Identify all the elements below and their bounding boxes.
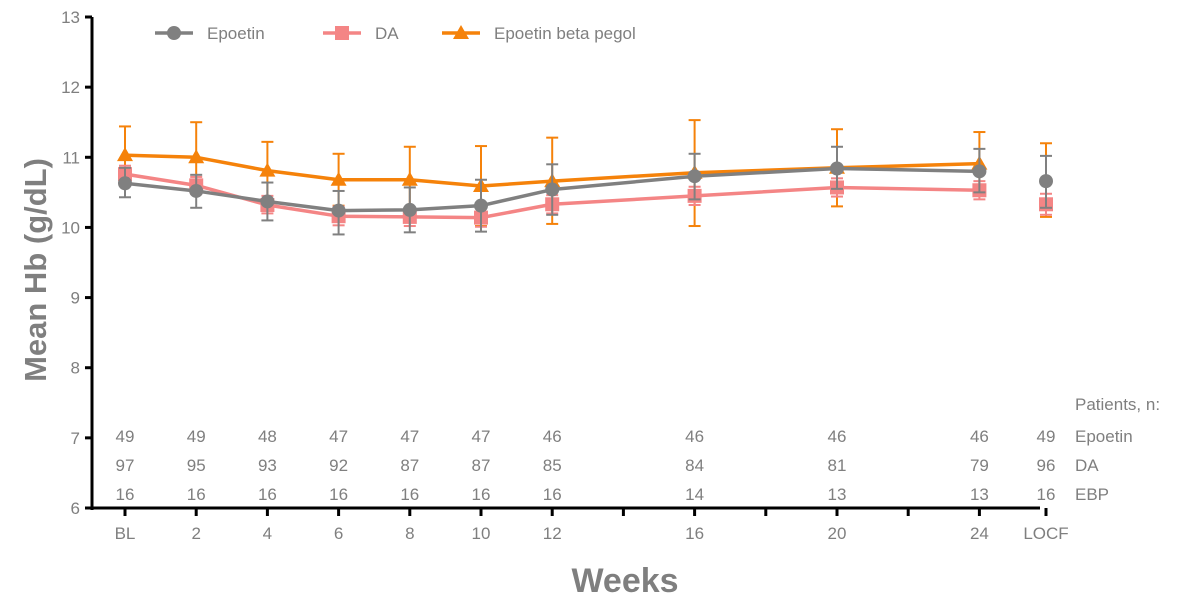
patients-count: 13 <box>970 485 989 504</box>
series-epoetin-beta-pegol <box>117 119 1052 228</box>
patients-count: 84 <box>685 456 704 475</box>
series-line <box>124 153 980 188</box>
patients-count: 81 <box>828 456 847 475</box>
series-da <box>118 164 1053 228</box>
patients-count: 93 <box>258 456 277 475</box>
y-tick-label: 13 <box>61 8 80 27</box>
data-point-triangle <box>117 147 133 162</box>
data-point-triangle <box>401 171 418 186</box>
data-point-circle <box>687 169 702 184</box>
patients-table-header: Patients, n: <box>1075 395 1160 414</box>
x-tick-label: 2 <box>191 524 200 543</box>
patients-count: 16 <box>187 485 206 504</box>
patients-row-label: Epoetin <box>1075 427 1133 446</box>
y-tick-label: 11 <box>62 148 80 167</box>
patients-count: 16 <box>329 485 348 504</box>
patients-row-label: DA <box>1075 456 1099 475</box>
patients-count: 14 <box>685 485 704 504</box>
patients-row-da: 97 95 93 92 87 87 85 84 81 79 96 DA <box>116 456 1100 475</box>
legend-label: DA <box>375 24 399 43</box>
patients-count: 16 <box>116 485 135 504</box>
patients-count: 46 <box>970 427 989 446</box>
patients-count: 13 <box>828 485 847 504</box>
patients-count: 92 <box>329 456 348 475</box>
data-point-square <box>335 26 349 40</box>
patients-count: 46 <box>828 427 847 446</box>
patients-count: 87 <box>472 456 491 475</box>
patients-count: 16 <box>1037 485 1056 504</box>
patients-count: 47 <box>400 427 419 446</box>
series-epoetin <box>118 145 1053 236</box>
y-axis: 6 7 8 9 10 11 12 13 <box>61 8 94 518</box>
data-point-triangle <box>259 162 276 177</box>
patients-count: 47 <box>329 427 348 446</box>
patients-row-epoetin: 49 49 48 47 47 47 46 46 46 46 49 Epoetin <box>116 427 1133 446</box>
data-point-circle <box>474 198 488 213</box>
patients-count: 87 <box>400 456 419 475</box>
patients-count: 47 <box>472 427 491 446</box>
patients-count: 48 <box>258 427 277 446</box>
data-point-triangle <box>188 149 205 164</box>
x-tick-label: 20 <box>828 524 847 543</box>
data-point-circle <box>260 194 275 209</box>
y-axis-title: Mean Hb (g/dL) <box>18 158 53 382</box>
patients-count: 16 <box>543 485 562 504</box>
patients-count: 79 <box>970 456 989 475</box>
patients-count: 49 <box>116 427 135 446</box>
x-tick-label: LOCF <box>1023 524 1068 543</box>
legend-label: Epoetin beta pegol <box>494 24 636 43</box>
data-point-circle <box>167 26 181 40</box>
patients-count: 46 <box>543 427 562 446</box>
legend-label: Epoetin <box>207 24 265 43</box>
data-point-circle <box>972 164 987 179</box>
patients-count: 96 <box>1037 456 1056 475</box>
patients-count: 49 <box>187 427 206 446</box>
y-tick-label: 10 <box>61 218 80 237</box>
plot-area <box>117 119 1053 236</box>
y-tick-label: 12 <box>61 78 80 97</box>
x-tick-label: 24 <box>970 524 989 543</box>
x-tick-label: 16 <box>685 524 704 543</box>
data-point-circle <box>118 176 132 191</box>
patients-count: 95 <box>187 456 206 475</box>
patients-count: 97 <box>116 456 135 475</box>
patients-table: Patients, n: 49 49 48 47 47 47 46 46 46 46 49 Epoeti… <box>116 395 1161 504</box>
patients-count: 85 <box>543 456 562 475</box>
patients-row-ebp: 16 16 16 16 16 16 16 14 13 13 16 EBP <box>116 485 1109 504</box>
x-tick-label: 8 <box>405 524 414 543</box>
series-line <box>124 166 980 213</box>
y-tick-label: 7 <box>71 429 80 448</box>
x-tick-label: 12 <box>543 524 562 543</box>
y-tick-label: 9 <box>71 289 80 308</box>
data-point-triangle <box>453 25 469 39</box>
legend-item-epoetin: Epoetin <box>155 24 265 43</box>
x-tick-label: 6 <box>334 524 343 543</box>
x-tick-label: BL <box>115 524 136 543</box>
data-point-circle <box>545 182 560 197</box>
legend: Epoetin DA Epoetin beta pegol <box>155 24 636 43</box>
data-point-circle <box>830 161 844 176</box>
data-point-circle <box>402 202 417 217</box>
y-tick-label: 6 <box>71 499 80 518</box>
patients-count: 16 <box>400 485 419 504</box>
data-point-circle <box>1039 174 1053 189</box>
patients-count: 46 <box>685 427 704 446</box>
patients-count: 49 <box>1037 427 1056 446</box>
legend-item-da: DA <box>323 24 399 43</box>
y-tick-label: 8 <box>71 359 80 378</box>
legend-item-epoetin-beta-pegol: Epoetin beta pegol <box>442 24 636 43</box>
patients-count: 16 <box>472 485 491 504</box>
x-axis: BL 2 4 6 8 10 12 16 20 24 LOCF <box>90 506 1069 543</box>
patients-row-label: EBP <box>1075 485 1109 504</box>
x-tick-label: 10 <box>472 524 491 543</box>
x-tick-label: 4 <box>263 524 272 543</box>
patients-count: 16 <box>258 485 277 504</box>
data-point-circle <box>331 203 346 218</box>
data-point-triangle <box>330 171 347 186</box>
x-axis-title: Weeks <box>571 562 678 600</box>
data-point-circle <box>189 183 204 198</box>
